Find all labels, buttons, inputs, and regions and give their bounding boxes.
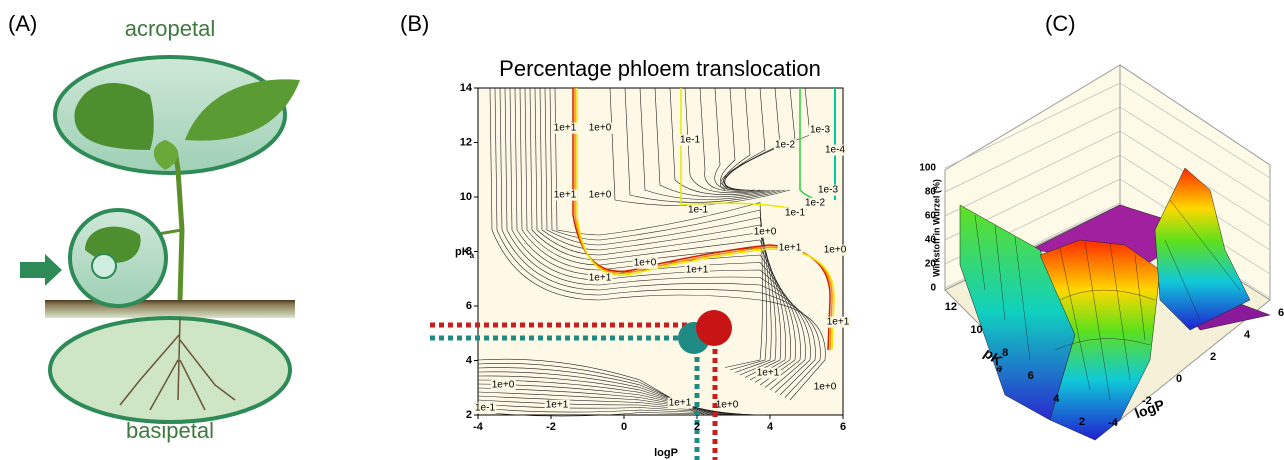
- figure: (A) acropetal basipetal (B) Percentage p…: [0, 0, 1284, 460]
- contour-label: 1e+0: [824, 245, 847, 256]
- y-tick-label: 12: [460, 136, 472, 148]
- contour-label: 1e-1: [785, 208, 805, 219]
- contour-label: 1e+1: [686, 265, 709, 276]
- contour-label: 1e+1: [554, 123, 577, 134]
- contour-label: 1e+0: [716, 400, 739, 411]
- contour-label: 1e+1: [779, 243, 802, 254]
- contour-label: 1e-3: [818, 185, 838, 196]
- x-axis-label: logP: [654, 447, 678, 459]
- x-tick-label: 0: [621, 421, 627, 433]
- y-tick-label: 2: [466, 409, 472, 421]
- y-tick-label: 2: [1079, 416, 1085, 428]
- x-tick-label: 2: [694, 421, 700, 433]
- contour-label: 1e+1: [546, 400, 569, 411]
- contour-label: 1e-3: [810, 125, 830, 136]
- x-tick-label: 4: [767, 421, 774, 433]
- contour-label: 1e+0: [634, 258, 657, 269]
- panel-label: (B): [400, 11, 429, 36]
- z-tick-label: 40: [925, 235, 937, 246]
- contour-label: 1e+0: [492, 380, 515, 391]
- contour-label: 1e+1: [589, 273, 612, 284]
- x-tick-label: -4: [1108, 417, 1119, 429]
- soil: [45, 300, 295, 318]
- contour-label: 1e+0: [589, 190, 612, 201]
- contour-label: 1e-1: [680, 135, 700, 146]
- y-tick-label: 4: [466, 354, 473, 366]
- contour-label: 1e-4: [825, 145, 845, 156]
- root-ellipse: [50, 318, 290, 422]
- y-tick-label: 10: [970, 324, 982, 336]
- y-tick-label: 10: [460, 191, 472, 203]
- x-tick-label: -2: [546, 421, 556, 433]
- x-tick-label: -4: [473, 421, 484, 433]
- panel-b: (B) Percentage phloem translocation pKa …: [400, 11, 851, 460]
- y-tick-label: 6: [1028, 370, 1034, 382]
- contour-label: 1e+1: [827, 317, 850, 328]
- contour-label: 1e+1: [669, 398, 692, 409]
- contour-label: 1e-2: [775, 140, 795, 151]
- x-tick-label: -2: [1142, 395, 1152, 407]
- panel-label: (A): [8, 11, 37, 36]
- x-tick-label: 2: [1210, 351, 1216, 363]
- contour-label: 1e+0: [589, 123, 612, 134]
- z-tick-label: 0: [930, 283, 936, 294]
- marker: [696, 310, 732, 346]
- z-tick-label: 100: [919, 163, 936, 174]
- bottom-label: basipetal: [126, 418, 214, 443]
- z-tick-label: 80: [925, 187, 937, 198]
- y-tick-label: 12: [945, 301, 957, 313]
- y-tick-label: 8: [1002, 347, 1008, 359]
- x-tick-label: 6: [1278, 307, 1284, 319]
- plot-title: Percentage phloem translocation: [499, 56, 821, 81]
- z-tick-label: 20: [925, 259, 937, 270]
- x-tick-label: 4: [1244, 329, 1251, 341]
- y-tick-label: 14: [460, 82, 473, 94]
- panel-a: (A) acropetal basipetal: [8, 11, 300, 443]
- contour-label: 1e+0: [814, 382, 837, 393]
- y-tick-label: 4: [1053, 393, 1060, 405]
- contour-label: 1e-1: [475, 403, 495, 414]
- panel-c: (C) Wirkstoff in Wurzel (%) pKa logP 020…: [919, 11, 1284, 440]
- arrow: [20, 254, 62, 286]
- contour-label: 1e+0: [754, 227, 777, 238]
- contour-label: 1e-2: [805, 198, 825, 209]
- z-tick-label: 60: [925, 211, 937, 222]
- contour-label: 1e+1: [757, 368, 780, 379]
- y-tick-label: 6: [466, 300, 472, 312]
- x-tick-label: 0: [1176, 373, 1182, 385]
- contour-label: 1e-1: [688, 205, 708, 216]
- x-tick-label: 6: [840, 421, 846, 433]
- top-label: acropetal: [125, 16, 216, 41]
- inner-circle: [92, 254, 116, 278]
- contour-label: 1e+1: [554, 190, 577, 201]
- y-tick-label: 8: [466, 245, 472, 257]
- panel-label: (C): [1045, 11, 1076, 36]
